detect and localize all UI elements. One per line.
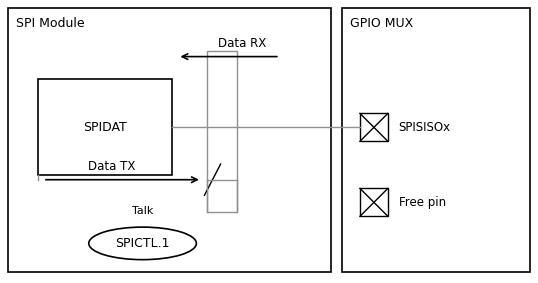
Text: SPI Module: SPI Module	[16, 17, 85, 30]
Text: SPISISOx: SPISISOx	[399, 121, 451, 134]
Text: Free pin: Free pin	[399, 196, 446, 209]
Text: SPICTL.1: SPICTL.1	[115, 237, 170, 250]
Bar	[342, 8, 530, 272]
Text: Data RX: Data RX	[218, 37, 266, 50]
Text: GPIO MUX: GPIO MUX	[350, 17, 413, 30]
Bar	[360, 113, 388, 141]
Text: Data TX: Data TX	[88, 160, 136, 173]
Bar	[38, 79, 172, 175]
Text: SPIDAT: SPIDAT	[83, 121, 127, 134]
Text: Talk: Talk	[132, 207, 153, 216]
Bar	[360, 188, 388, 216]
Bar	[207, 51, 237, 212]
Bar	[8, 8, 331, 272]
